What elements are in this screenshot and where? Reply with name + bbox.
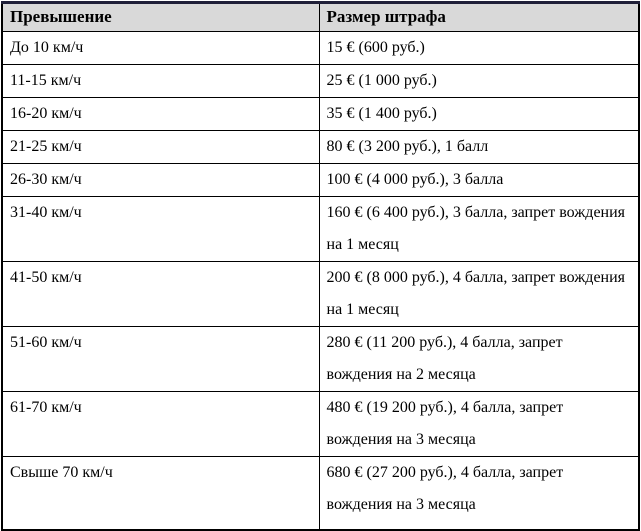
excess-cell: Свыше 70 км/ч [1,456,320,531]
fine-cell: 100 € (4 000 руб.), 3 балла [318,163,640,197]
excess-cell: 11-15 км/ч [1,64,320,98]
table-body: До 10 км/ч 15 € (600 руб.) 11-15 км/ч 25… [1,31,640,531]
excess-cell: До 10 км/ч [1,31,320,65]
fine-cell: 80 € (3 200 руб.), 1 балл [318,130,640,164]
table-row: 41-50 км/ч 200 € (8 000 руб.), 4 балла, … [1,261,640,327]
fine-cell: 280 € (11 200 руб.), 4 балла, запрет вож… [318,326,640,392]
fine-cell: 200 € (8 000 руб.), 4 балла, запрет вожд… [318,261,640,327]
fine-cell: 160 € (6 400 руб.), 3 балла, запрет вожд… [318,196,640,262]
table-row: 51-60 км/ч 280 € (11 200 руб.), 4 балла,… [1,326,640,392]
excess-cell: 41-50 км/ч [1,261,320,327]
fine-cell: 35 € (1 400 руб.) [318,97,640,131]
fine-cell: 15 € (600 руб.) [318,31,640,65]
table-row: 61-70 км/ч 480 € (19 200 руб.), 4 балла,… [1,391,640,457]
fine-cell: 480 € (19 200 руб.), 4 балла, запрет вож… [318,391,640,457]
table-row: До 10 км/ч 15 € (600 руб.) [1,31,640,65]
excess-cell: 21-25 км/ч [1,130,320,164]
table-header-row: Превышение Размер штрафа [1,2,640,32]
excess-cell: 51-60 км/ч [1,326,320,392]
table-row: 26-30 км/ч 100 € (4 000 руб.), 3 балла [1,163,640,197]
column-header-excess: Превышение [1,2,320,32]
excess-cell: 26-30 км/ч [1,163,320,197]
column-header-fine: Размер штрафа [318,2,640,32]
table-row: 16-20 км/ч 35 € (1 400 руб.) [1,97,640,131]
fine-cell: 680 € (27 200 руб.), 4 балла, запрет вож… [318,456,640,531]
excess-cell: 31-40 км/ч [1,196,320,262]
fine-cell: 25 € (1 000 руб.) [318,64,640,98]
table-row: 21-25 км/ч 80 € (3 200 руб.), 1 балл [1,130,640,164]
table-row: Свыше 70 км/ч 680 € (27 200 руб.), 4 бал… [1,456,640,531]
table-row: 11-15 км/ч 25 € (1 000 руб.) [1,64,640,98]
excess-cell: 61-70 км/ч [1,391,320,457]
table-row: 31-40 км/ч 160 € (6 400 руб.), 3 балла, … [1,196,640,262]
excess-cell: 16-20 км/ч [1,97,320,131]
